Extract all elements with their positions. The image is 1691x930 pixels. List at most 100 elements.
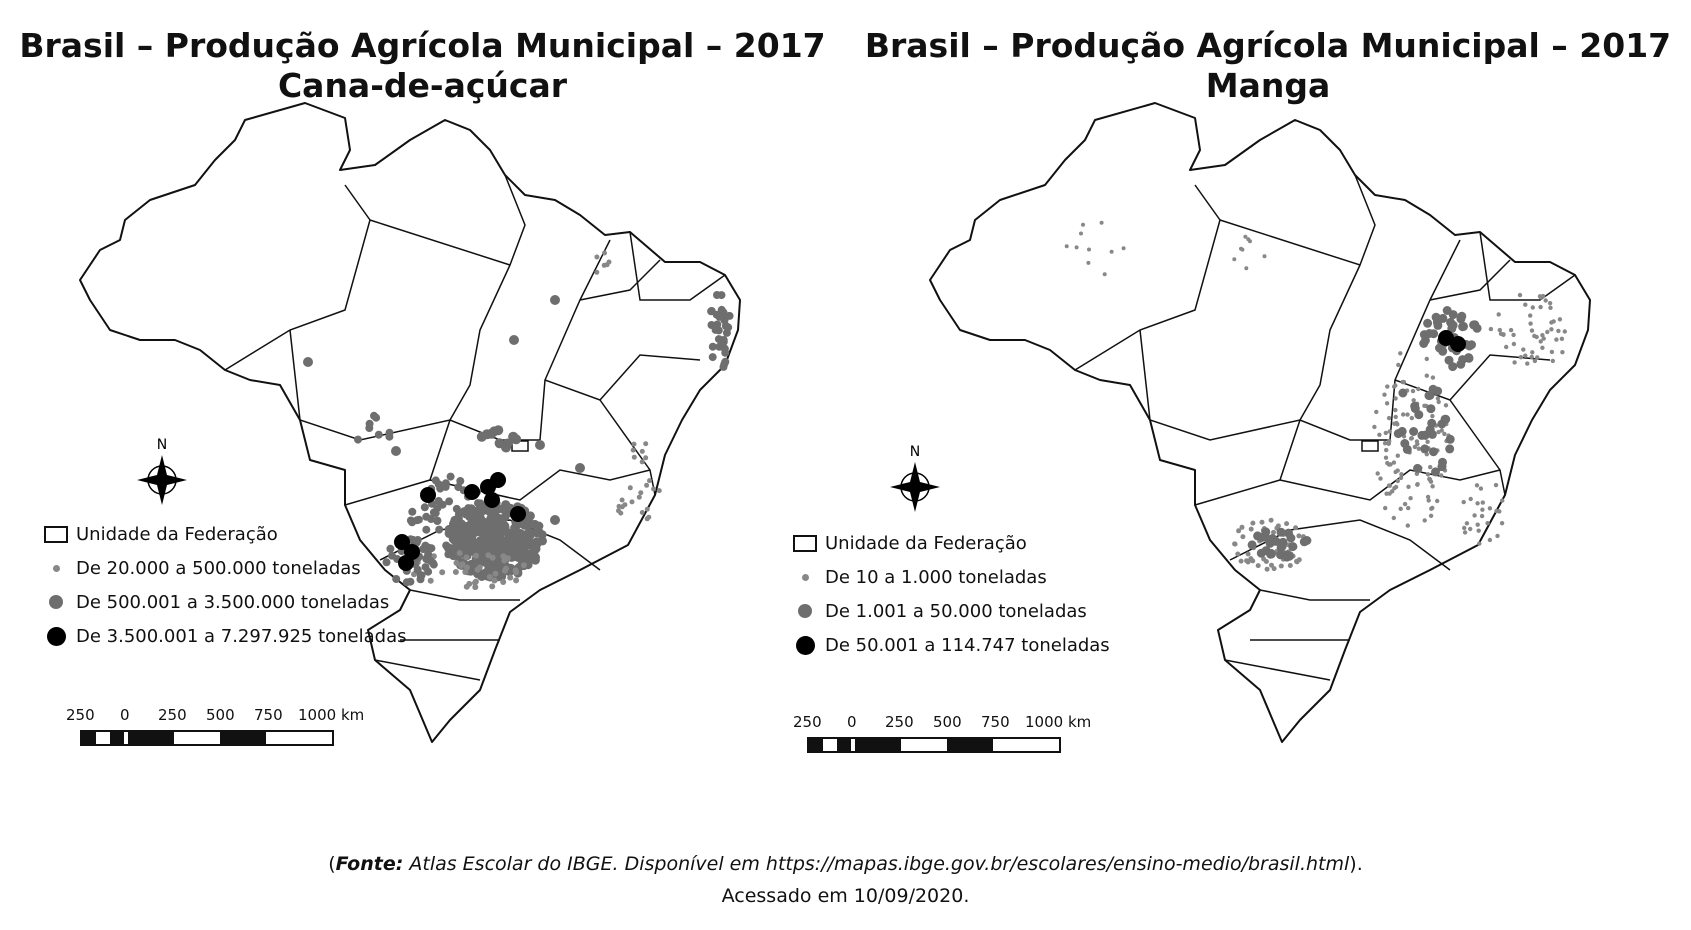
production-dot: [1448, 320, 1458, 330]
production-dot: [1239, 246, 1243, 251]
production-dot: [438, 500, 447, 509]
production-dot: [1462, 525, 1467, 531]
production-dot: [1413, 463, 1422, 473]
brazil-map-svg: N: [890, 102, 1591, 743]
scale-tick: 750: [981, 713, 1010, 731]
production-dot: [1395, 478, 1400, 484]
production-dot: [1518, 355, 1524, 360]
production-dot: [1400, 439, 1410, 448]
production-dot: [1547, 301, 1553, 306]
production-dot: [594, 269, 600, 275]
brazil-map-svg: N: [79, 102, 741, 743]
production-dot: [464, 504, 473, 513]
production-dot: [1442, 306, 1452, 315]
production-dot: [1441, 414, 1451, 424]
production-dot: [473, 552, 479, 559]
production-dot: [631, 441, 637, 447]
production-dot: [1495, 533, 1500, 539]
production-dot: [1425, 439, 1430, 444]
production-dot: [1271, 536, 1281, 546]
production-dot: [490, 524, 499, 533]
production-dot: [1499, 521, 1505, 526]
production-dot: [638, 490, 644, 496]
production-dot: [1236, 528, 1242, 534]
map-title: Brasil – Produção Agrícola Municipal – 2…: [0, 26, 845, 106]
production-dot: [486, 574, 493, 580]
production-dot: [719, 308, 728, 317]
production-dot: [1410, 404, 1420, 414]
legend-label-class2: De 1.001 a 50.000 toneladas: [825, 600, 1087, 622]
accessed-date: Acessado em 10/09/2020.: [721, 885, 970, 907]
production-dot: [442, 541, 451, 550]
production-dot: [1383, 430, 1388, 436]
production-dot: [435, 525, 444, 534]
sugarcane-production-dots: [303, 250, 734, 591]
production-dot: [354, 435, 362, 444]
production-dot: [1430, 375, 1436, 380]
production-dot: [594, 254, 600, 260]
production-dot: [491, 577, 498, 584]
production-dot: [416, 572, 425, 580]
production-dot: [462, 569, 469, 575]
production-dot: [428, 558, 437, 567]
production-dot: [1422, 518, 1427, 523]
production-dot: [1428, 464, 1433, 470]
production-dot: [1262, 254, 1267, 259]
production-dot: [1243, 234, 1248, 239]
production-dot: [496, 526, 506, 536]
production-dot: [1409, 427, 1419, 436]
production-dot: [413, 565, 422, 574]
production-dot: [1512, 360, 1517, 365]
production-dot: [1268, 517, 1274, 523]
production-dot: [1475, 501, 1480, 506]
production-dot: [431, 509, 440, 518]
production-dot: [1493, 482, 1499, 488]
source-close: ).: [1349, 853, 1363, 875]
production-dot: [1435, 498, 1440, 504]
production-dot: [1264, 566, 1270, 572]
production-dot: [1284, 521, 1290, 527]
scale-bar: 250 0 250 500 750 1000 km: [793, 713, 1113, 753]
production-dot: [1545, 329, 1550, 335]
production-dot: [1468, 526, 1473, 532]
production-dot: [433, 517, 442, 525]
production-dot: [508, 431, 519, 442]
production-dot: [1402, 501, 1408, 507]
production-dot: [500, 579, 507, 585]
production-dot: [484, 533, 493, 542]
brazil-outline: [79, 102, 741, 743]
production-dot: [1456, 314, 1466, 324]
production-dot: [1232, 257, 1237, 262]
production-dot: [1099, 220, 1104, 225]
map-title-line1: Brasil – Produção Agrícola Municipal – 2…: [864, 26, 1672, 65]
production-dot: [409, 535, 417, 544]
production-dot: [422, 554, 431, 562]
legend: Unidade da Federação De 20.000 a 500.000…: [44, 517, 407, 653]
production-dot: [1374, 409, 1379, 415]
production-dot: [1477, 541, 1482, 546]
legend-label-class1: De 10 a 1.000 toneladas: [825, 566, 1047, 588]
production-dot: [1497, 327, 1502, 333]
production-dot: [1543, 298, 1548, 303]
production-dot: [575, 463, 585, 473]
production-dot: [492, 570, 499, 577]
production-dot: [1401, 412, 1406, 417]
production-dot: [456, 521, 466, 530]
scale-tick: 0: [847, 713, 857, 731]
production-dot: [365, 424, 374, 433]
production-dot: [1424, 373, 1429, 378]
production-dot: [1399, 472, 1404, 477]
production-dot: [1496, 312, 1501, 317]
production-dot: [1384, 401, 1390, 406]
production-dot: [1487, 537, 1493, 543]
compass-rose-icon: [890, 462, 940, 512]
production-dot: [1540, 333, 1545, 338]
production-dot: [1287, 563, 1293, 568]
scale-tick: 0: [120, 706, 130, 724]
production-dot: [1244, 266, 1249, 271]
production-dot: [500, 553, 507, 560]
production-dot: [1375, 471, 1380, 476]
production-dot: [1423, 318, 1433, 328]
production-dot: [408, 507, 417, 516]
production-dot: [1395, 422, 1400, 427]
